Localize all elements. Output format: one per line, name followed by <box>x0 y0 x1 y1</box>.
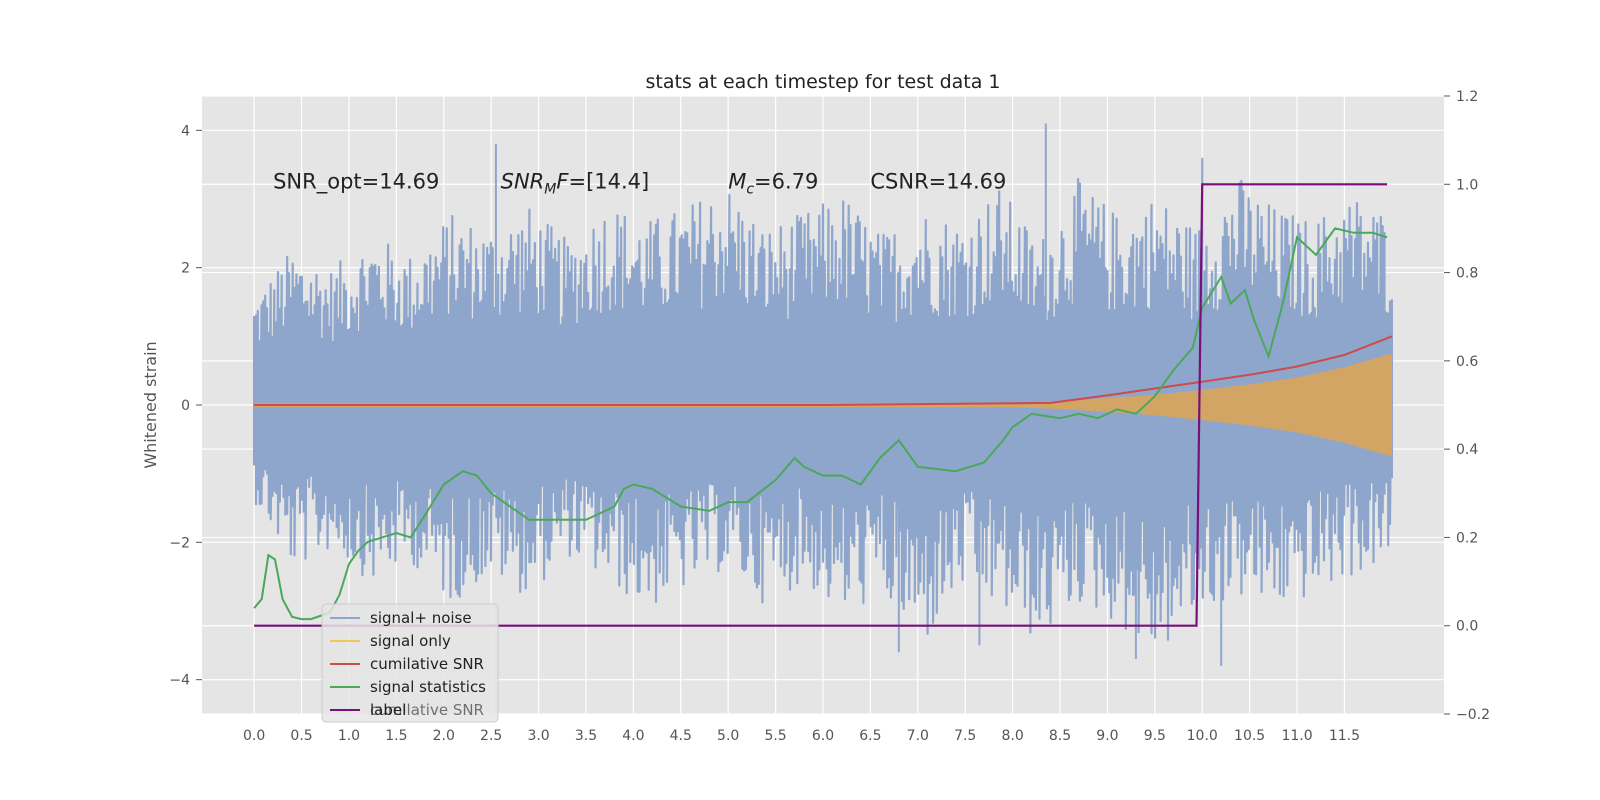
annotation-part: c <box>746 181 754 197</box>
x-tick-label: 2.0 <box>433 728 455 744</box>
annotation-2: Mc=6.79 <box>728 169 818 197</box>
legend-label: label <box>370 701 406 719</box>
legend-label: signal+ noise <box>370 609 472 627</box>
x-tick-label: 6.5 <box>859 728 881 744</box>
x-tick-label: 9.5 <box>1144 728 1166 744</box>
axes: 0.0 0.5 1.0 1.5 2.0 2.5 3.0 3.5 4.0 4.5 5.0 5.5 6.0 6… <box>169 89 1490 744</box>
x-tick-label: 7.5 <box>954 728 976 744</box>
x-tick-label: 11.5 <box>1329 728 1360 744</box>
annotation-part: SNR <box>501 169 545 193</box>
y2-tick-label: 1.2 <box>1456 89 1478 105</box>
x-tick-label: 0.0 <box>243 728 265 744</box>
x-tick-label: 4.5 <box>670 728 692 744</box>
legend-ghost-text: cumilative SNR <box>370 701 484 719</box>
y-axis-label: Whitened strain <box>141 341 160 468</box>
x-tick-label: 5.0 <box>717 728 739 744</box>
annotation-part: M <box>728 169 746 193</box>
annotation-part: =6.79 <box>754 169 818 193</box>
signal-statistics-line <box>253 227 1388 621</box>
x-tick-label: 6.0 <box>812 728 834 744</box>
legend-label: signal statistics <box>370 678 486 696</box>
x-tick-label: 8.5 <box>1049 728 1071 744</box>
series-layer <box>253 123 1393 666</box>
legend: cumilative SNR signal+ noise signal only cu… <box>321 603 499 723</box>
x-tick-label: 8.0 <box>1001 728 1023 744</box>
legend-label: signal only <box>370 632 451 650</box>
legend-label: cumilative SNR <box>370 655 484 673</box>
y-tick-label: −2 <box>169 535 190 551</box>
y2-tick-label: 0.6 <box>1456 354 1478 370</box>
annotation-part: =[14.4] <box>568 169 649 193</box>
x-tick-label: 11.0 <box>1281 728 1312 744</box>
x-tick-label: 3.5 <box>575 728 597 744</box>
annotation-1: SNRMF=[14.4] <box>501 169 650 197</box>
x-tick-label: 9.0 <box>1096 728 1118 744</box>
x-tick-label: 5.5 <box>764 728 786 744</box>
label-line <box>254 183 1388 627</box>
x-tick-label: 2.5 <box>480 728 502 744</box>
legend-box <box>321 603 499 723</box>
y2-tick-label: 0.0 <box>1456 619 1478 635</box>
signal-noise-core <box>254 302 1392 519</box>
x-tick-label: 7.0 <box>907 728 929 744</box>
x-tick-label: 0.5 <box>290 728 312 744</box>
x-tick-label: 1.0 <box>338 728 360 744</box>
y-tick-label: 2 <box>181 261 190 277</box>
x-tick-label: 4.0 <box>622 728 644 744</box>
y-tick-label: 4 <box>181 123 190 139</box>
chart-title: stats at each timestep for test data 1 <box>645 71 1000 93</box>
y-tick-label: 0 <box>181 398 190 414</box>
y2-tick-label: −0.2 <box>1456 707 1490 723</box>
annotation-0: SNR_opt=14.69 <box>273 169 439 194</box>
x-tick-label: 3.0 <box>527 728 549 744</box>
y2-tick-label: 0.4 <box>1456 442 1478 458</box>
x-tick-label: 10.0 <box>1187 728 1218 744</box>
annotations: SNR_opt=14.69 SNRMF=[14.4] Mc=6.79 CSNR=14.… <box>273 169 1006 197</box>
y2-tick-label: 0.8 <box>1456 266 1478 282</box>
cumilative-snr-line <box>254 335 1393 406</box>
annotation-part: F <box>556 169 569 193</box>
y2-tick-label: 0.2 <box>1456 530 1478 546</box>
y2-tick-label: 1.0 <box>1456 177 1478 193</box>
annotation-3: CSNR=14.69 <box>870 169 1006 193</box>
x-tick-label: 10.5 <box>1234 728 1265 744</box>
annotation-part: M <box>544 181 556 197</box>
x-tick-label: 1.5 <box>385 728 407 744</box>
y-tick-label: −4 <box>169 673 190 689</box>
